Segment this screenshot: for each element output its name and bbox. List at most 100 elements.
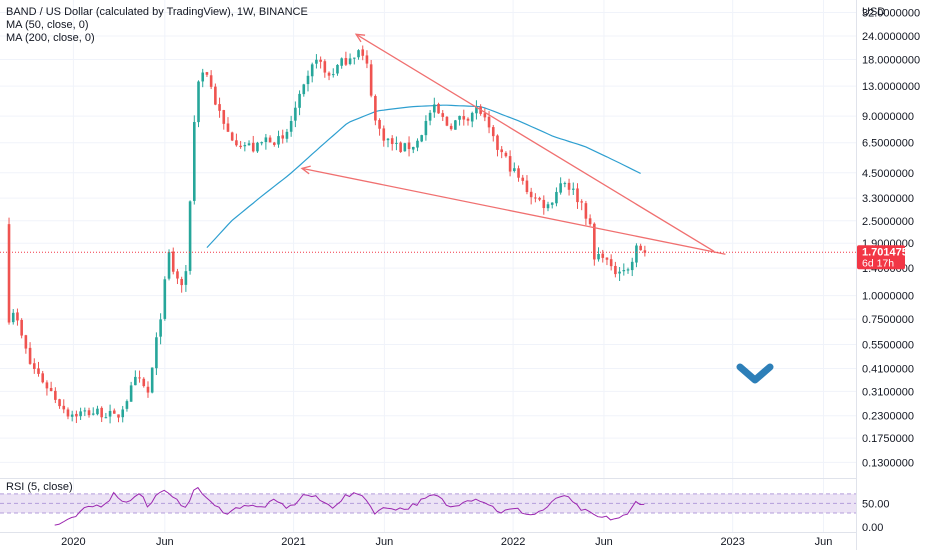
candle-body xyxy=(390,138,394,144)
time-axis[interactable]: 2020 Jun 2021 Jun 2022 Jun 2023 Jun xyxy=(61,536,832,548)
candle xyxy=(399,141,402,153)
candle-body xyxy=(550,202,554,205)
candle-body xyxy=(218,104,221,111)
trendline[interactable] xyxy=(300,165,726,255)
candle-body xyxy=(75,413,78,417)
arrow-down-icon[interactable] xyxy=(736,363,774,384)
candle-body xyxy=(294,107,297,121)
ma200-legend[interactable]: MA (200, close, 0) xyxy=(6,32,95,44)
candle xyxy=(567,178,571,196)
trendline[interactable] xyxy=(354,33,715,252)
candle xyxy=(302,83,306,97)
candle xyxy=(441,110,445,122)
candle-body xyxy=(268,137,272,143)
candle xyxy=(87,407,91,418)
y-tick-label: 13.0000000 xyxy=(862,81,920,93)
candle-body xyxy=(508,156,512,172)
candle xyxy=(449,123,453,131)
candle xyxy=(630,257,634,277)
candle-body xyxy=(357,50,360,58)
candle xyxy=(83,407,87,417)
candle-body xyxy=(344,58,348,65)
trendline-arrowhead xyxy=(354,33,366,43)
grid xyxy=(0,0,856,532)
candle xyxy=(91,407,95,416)
candle-body xyxy=(378,119,381,129)
candle xyxy=(104,412,108,419)
candle-body xyxy=(416,140,419,148)
candle-body xyxy=(466,118,470,121)
candle xyxy=(251,135,255,153)
candle xyxy=(100,406,103,423)
candle-body xyxy=(588,218,592,225)
candle xyxy=(45,380,49,396)
candle-body xyxy=(407,142,411,150)
candle xyxy=(563,181,567,188)
candle-body xyxy=(32,363,36,370)
candle-body xyxy=(626,269,630,271)
candle-body xyxy=(260,142,263,144)
candle-body xyxy=(142,378,146,387)
candle xyxy=(277,130,280,148)
candle xyxy=(192,115,196,205)
candle xyxy=(247,140,251,146)
candle-body xyxy=(513,168,516,172)
candle-body xyxy=(487,116,491,128)
candle-body xyxy=(441,113,445,117)
candle xyxy=(327,71,331,81)
candle xyxy=(542,195,546,215)
candle-body xyxy=(45,382,49,389)
candle xyxy=(230,131,234,142)
candle xyxy=(584,200,588,226)
candle xyxy=(298,90,301,116)
candle xyxy=(163,276,167,321)
candle xyxy=(538,196,541,202)
y-tick-label: 0.1300000 xyxy=(862,457,914,469)
candle-body xyxy=(525,180,529,193)
ma50-legend[interactable]: MA (50, close, 0) xyxy=(6,19,89,31)
candle xyxy=(49,381,53,392)
trendline-segment[interactable] xyxy=(301,167,726,255)
candle xyxy=(348,53,352,66)
candle xyxy=(117,414,120,423)
candle-body xyxy=(83,410,87,412)
down-arrow-annotation[interactable] xyxy=(736,363,774,384)
candle-body xyxy=(66,409,70,417)
candle xyxy=(445,116,449,127)
candle xyxy=(310,62,314,83)
candle-body xyxy=(639,245,642,251)
y-tick-label: 0.2300000 xyxy=(862,411,914,423)
candle xyxy=(32,358,36,374)
y-tick-label: 0.3100000 xyxy=(862,386,914,398)
candle xyxy=(508,150,512,177)
trendline-segment[interactable] xyxy=(355,33,715,252)
rsi-legend[interactable]: RSI (5, close) xyxy=(6,481,73,493)
candle-body xyxy=(605,257,609,260)
y-tick-label: 4.5000000 xyxy=(862,168,914,180)
x-tick-label: Jun xyxy=(376,536,394,548)
candle-body xyxy=(117,414,120,418)
trendlines[interactable] xyxy=(300,33,726,255)
candle-body xyxy=(643,250,647,253)
candle xyxy=(218,97,221,118)
candle-body xyxy=(420,135,423,142)
candle-body xyxy=(521,177,525,181)
candle-body xyxy=(609,259,613,267)
candle-body xyxy=(601,253,605,258)
last-price-tag: 1.7014759 6d 17h xyxy=(857,245,914,270)
candle xyxy=(129,381,133,402)
candle xyxy=(626,267,630,274)
candle xyxy=(54,387,57,404)
candle xyxy=(470,111,474,128)
rsi-tick-label: 50.00 xyxy=(862,498,890,510)
candle-body xyxy=(146,386,150,393)
candle xyxy=(121,405,125,423)
candle xyxy=(576,183,579,209)
candle-body xyxy=(622,270,626,272)
rsi-line xyxy=(54,486,645,526)
candle xyxy=(361,45,365,61)
candle xyxy=(70,410,74,422)
candle xyxy=(264,133,268,150)
